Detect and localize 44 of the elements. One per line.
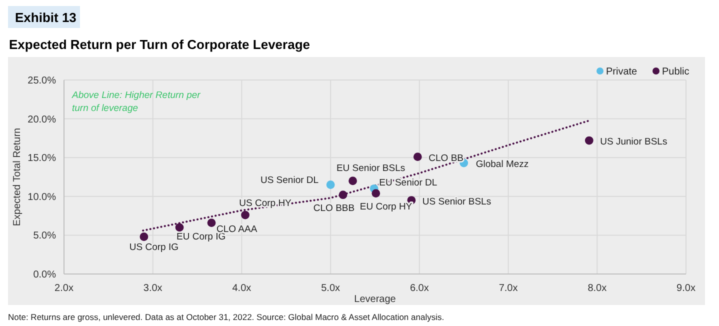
x-tick-label: 5.0x xyxy=(321,283,340,294)
x-tick-label: 8.0x xyxy=(588,283,607,294)
x-tick-label: 4.0x xyxy=(232,283,252,294)
point xyxy=(584,136,594,145)
annotation: US Senior DL xyxy=(260,174,319,186)
annotation: Above Line: Higher Return per turn of leverage xyxy=(71,90,202,114)
point xyxy=(348,176,357,186)
point xyxy=(175,223,184,232)
annotation: EU Corp IG xyxy=(176,231,226,242)
annotation: EU Senior BSLs xyxy=(336,162,406,174)
y-tick-label: 10.0% xyxy=(28,192,56,203)
annotation: EU Senior DL xyxy=(379,178,438,189)
y-tick-label: 0.0% xyxy=(33,270,56,280)
annotation: US Junior BSLs xyxy=(600,136,668,148)
annotation: EU Corp HY xyxy=(360,201,413,212)
point xyxy=(326,180,335,189)
annotation: US Corp HY xyxy=(239,198,292,210)
y-tick-label: 20.0% xyxy=(28,114,56,126)
annotation: CLO BBB xyxy=(313,202,355,214)
point xyxy=(338,190,348,200)
legend-label: Private xyxy=(606,66,638,78)
y-tick-label: 15.0% xyxy=(28,153,56,164)
x-tick-label: 2.0x xyxy=(54,283,74,294)
point xyxy=(241,210,250,220)
chart-title: Expected Return per Turn of Corporate Leverage xyxy=(9,37,310,52)
x-axis-title: Leverage xyxy=(354,294,396,305)
annotation: US Senior BSLs xyxy=(422,196,492,208)
x-tick-label: 6.0x xyxy=(410,283,429,294)
annotation: US Corp IG xyxy=(129,242,179,253)
legend-label: Public xyxy=(662,66,690,78)
annotation: Global Mezz xyxy=(476,159,529,170)
text: Exhibit 13 xyxy=(15,10,76,25)
point xyxy=(413,152,422,162)
x-tick-label: 9.0x xyxy=(676,283,696,294)
y-tick-label: 5.0% xyxy=(33,230,56,242)
x-tick-label: 7.0x xyxy=(498,283,518,294)
x-tick-label: 3.0x xyxy=(143,283,162,294)
point xyxy=(372,189,380,198)
y-axis-title: Expected Total Return xyxy=(12,128,23,226)
annotation: CLO BB xyxy=(428,152,464,164)
point xyxy=(207,218,216,227)
point xyxy=(140,232,148,241)
y-tick-label: 25.0% xyxy=(28,76,56,86)
text: Note: Returns are gross, unlevered. Data as at October 31, 2022. Source: Global Macro & Asset Allocation analysis. xyxy=(8,312,444,322)
